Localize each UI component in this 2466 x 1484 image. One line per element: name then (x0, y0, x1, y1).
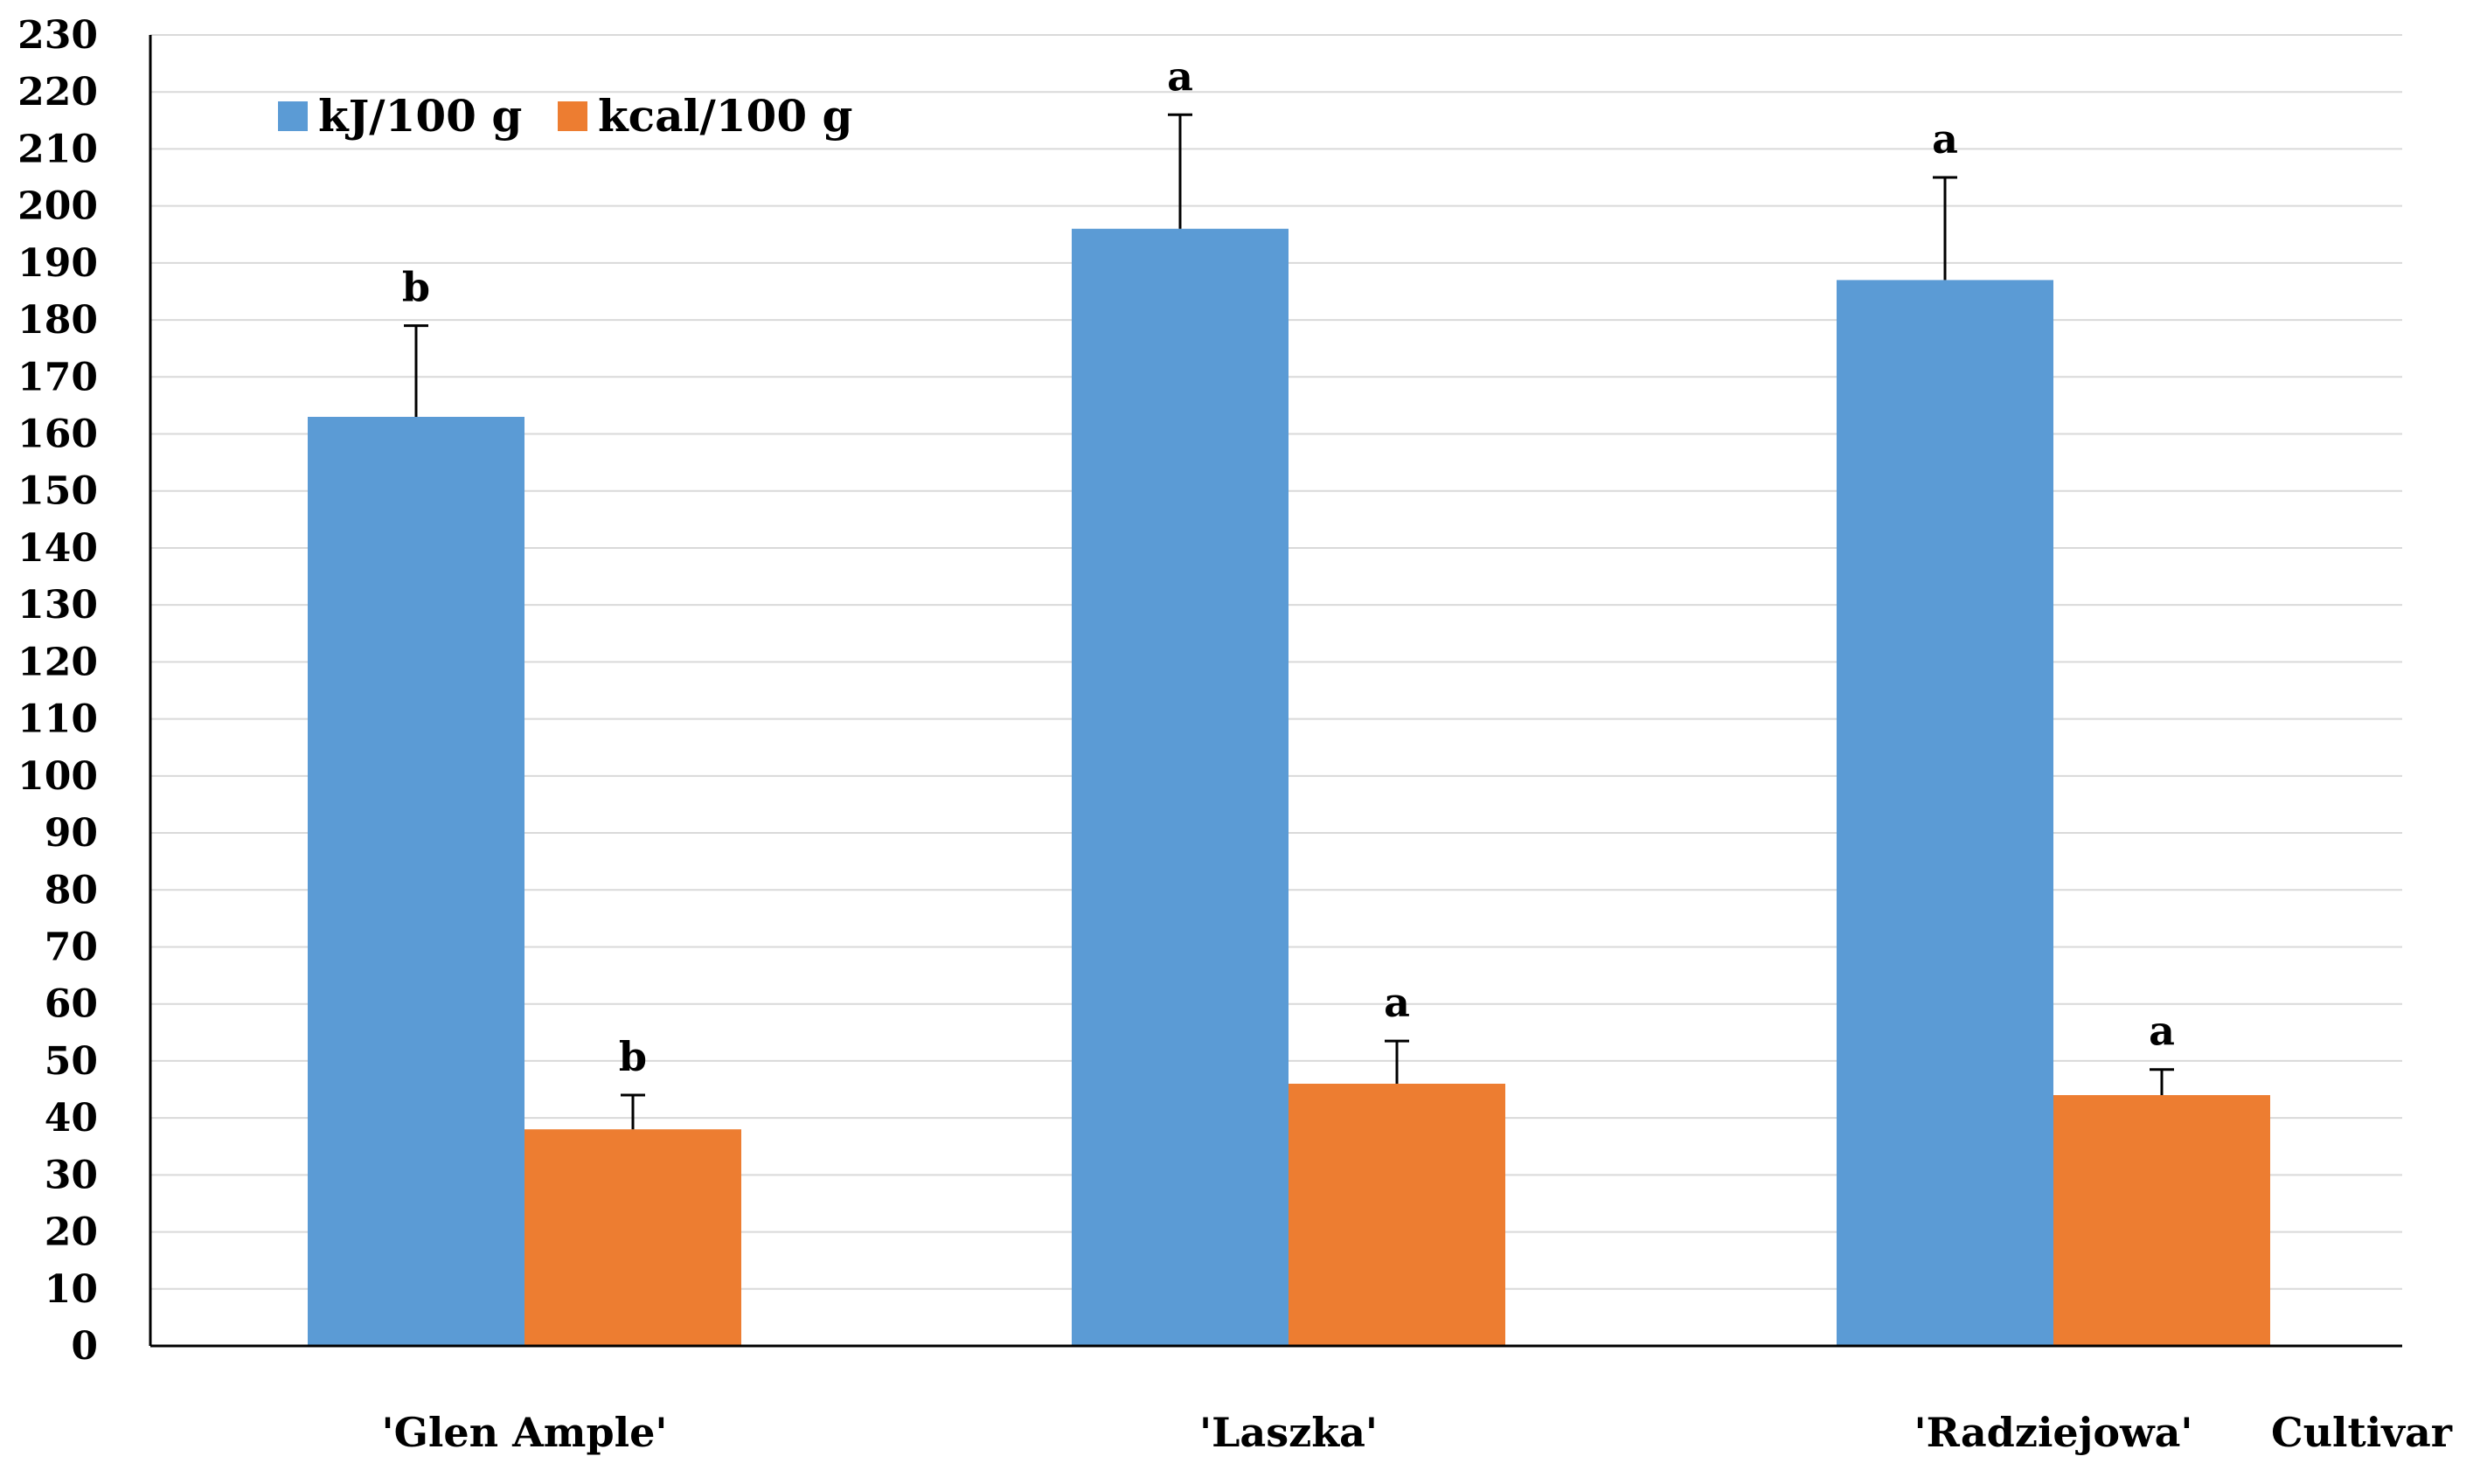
y-tick-label: 170 (17, 355, 98, 399)
legend-swatch (558, 101, 587, 131)
y-tick-label: 120 (17, 640, 98, 684)
significance-label: a (1932, 115, 1958, 163)
bar-kj (1837, 280, 2053, 1346)
y-tick-label: 60 (45, 982, 98, 1027)
axes (149, 35, 2402, 1348)
legend-swatch (278, 101, 308, 131)
x-axis-label: Cultivar (2271, 1409, 2453, 1456)
y-tick-label: 70 (45, 925, 98, 969)
y-tick-label: 180 (17, 298, 98, 343)
y-tick-label: 150 (17, 469, 98, 514)
y-tick-label: 190 (17, 241, 98, 286)
bar-kcal (2053, 1095, 2270, 1346)
bar-kj (308, 416, 524, 1346)
y-tick-label: 30 (45, 1153, 98, 1197)
y-tick-label: 20 (45, 1210, 98, 1255)
bar-kj (1072, 228, 1289, 1346)
y-tick-label: 130 (17, 583, 98, 628)
legend-label: kcal/100 g (598, 90, 852, 142)
bar-kcal (1289, 1084, 1505, 1346)
significance-label: a (1384, 979, 1410, 1026)
y-tick-label: 220 (17, 70, 98, 114)
y-tick-label: 100 (17, 754, 98, 799)
legend-label: kJ/100 g (318, 90, 522, 142)
bars (308, 113, 2270, 1346)
y-tick-label: 140 (17, 526, 98, 571)
y-tick-label: 200 (17, 184, 98, 229)
significance-label: b (402, 264, 430, 311)
y-tick-label: 0 (71, 1324, 98, 1369)
x-tick-label: 'Radziejowa' (1914, 1409, 2192, 1456)
significance-label: b (619, 1033, 647, 1080)
bar-kcal (524, 1129, 741, 1346)
y-tick-label: 110 (17, 697, 98, 742)
y-tick-label: 10 (45, 1267, 98, 1312)
legend: kJ/100 g kcal/100 g (278, 90, 852, 142)
y-tick-label: 90 (45, 811, 98, 856)
x-tick-label: 'Glen Ample' (382, 1409, 668, 1456)
y-tick-label: 80 (45, 868, 98, 912)
y-tick-label: 50 (45, 1039, 98, 1084)
y-tick-label: 230 (17, 13, 98, 58)
y-tick-label: 40 (45, 1096, 98, 1141)
y-tick-label: 210 (17, 127, 98, 171)
y-tick-label: 160 (17, 413, 98, 457)
significance-label: a (1167, 52, 1193, 100)
x-tick-label: 'Laszka' (1199, 1409, 1378, 1456)
significance-label: a (2149, 1008, 2175, 1055)
labels: 0 10 20 30 40 50 60 70 80 90 100 110 120 130 140 150 160… (17, 13, 2453, 1456)
